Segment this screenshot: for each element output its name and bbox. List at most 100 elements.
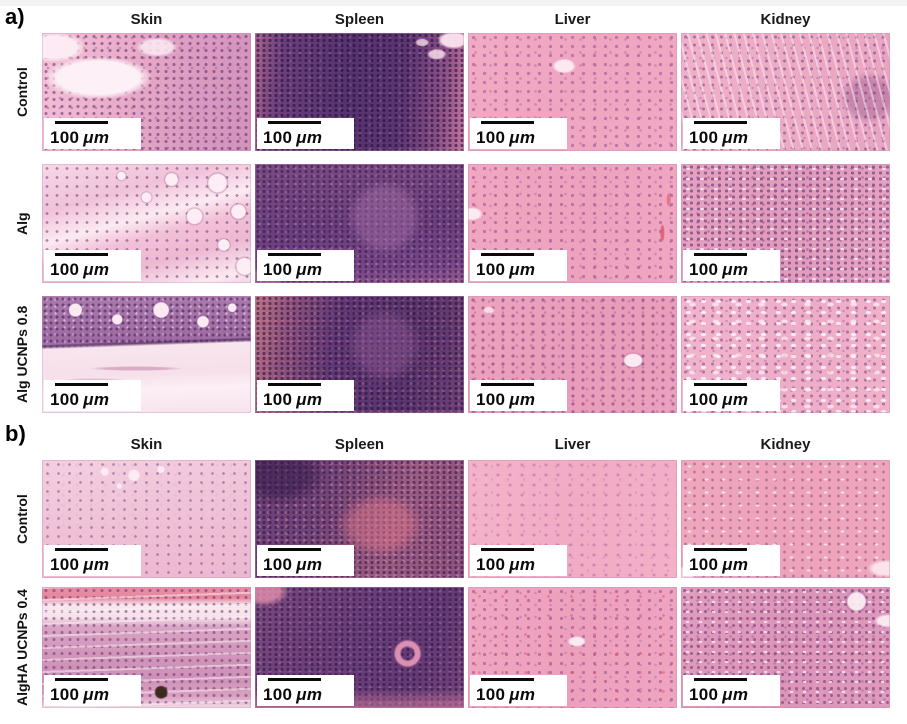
scale-bar: 100 μm [683, 118, 780, 149]
scale-unit: μm [83, 260, 110, 279]
scale-bar-line [694, 383, 747, 386]
micrograph-b-control-skin: 100 μm [42, 460, 251, 578]
scale-unit: μm [296, 128, 323, 147]
micrograph-b-control-kidney: 100 μm [681, 460, 890, 578]
scale-unit: μm [296, 390, 323, 409]
scale-value: 100 [263, 260, 293, 279]
scale-bar: 100 μm [683, 250, 780, 281]
column-header-liver-a: Liver [554, 11, 591, 28]
micrograph-a-control-spleen: 100 μm [255, 33, 464, 151]
scale-bar-line [481, 678, 534, 681]
scale-bar-label: 100 μm [50, 390, 109, 410]
micrograph-a-control-skin: 100 μm [42, 33, 251, 151]
page-edge [0, 0, 907, 6]
scale-unit: μm [509, 685, 536, 704]
scale-bar-label: 100 μm [476, 128, 535, 148]
column-header-kidney-a: Kidney [760, 11, 811, 28]
scale-bar-line [55, 121, 108, 124]
micrograph-b-algha-ucnps-kidney: 100 μm [681, 587, 890, 708]
scale-bar: 100 μm [470, 118, 567, 149]
scale-bar: 100 μm [257, 118, 354, 149]
scale-bar-label: 100 μm [689, 685, 748, 705]
scale-bar: 100 μm [44, 675, 141, 706]
scale-bar-line [55, 253, 108, 256]
scale-bar: 100 μm [257, 380, 354, 411]
column-header-kidney-b: Kidney [760, 436, 811, 453]
scale-value: 100 [50, 685, 80, 704]
micrograph-b-algha-ucnps-liver: 100 μm [468, 587, 677, 708]
scale-value: 100 [263, 128, 293, 147]
scale-value: 100 [689, 128, 719, 147]
scale-bar: 100 μm [683, 545, 780, 576]
panel-a-label: a) [5, 4, 25, 29]
scale-value: 100 [263, 685, 293, 704]
scale-bar: 100 μm [257, 250, 354, 281]
scale-unit: μm [509, 555, 536, 574]
scale-bar-label: 100 μm [689, 555, 748, 575]
scale-bar-label: 100 μm [689, 260, 748, 280]
micrograph-a-alg-ucnps-liver: 100 μm [468, 296, 677, 413]
scale-bar-line [268, 121, 321, 124]
scale-bar: 100 μm [683, 675, 780, 706]
micrograph-a-alg-ucnps-kidney: 100 μm [681, 296, 890, 413]
scale-bar-label: 100 μm [263, 685, 322, 705]
scale-unit: μm [83, 128, 110, 147]
scale-value: 100 [263, 555, 293, 574]
column-header-liver-b: Liver [554, 436, 591, 453]
scale-unit: μm [722, 260, 749, 279]
micrograph-a-alg-ucnps-spleen: 100 μm [255, 296, 464, 413]
scale-unit: μm [509, 260, 536, 279]
scale-value: 100 [50, 260, 80, 279]
scale-bar-line [268, 383, 321, 386]
scale-value: 100 [476, 128, 506, 147]
scale-bar: 100 μm [257, 545, 354, 576]
scale-bar-label: 100 μm [50, 260, 109, 280]
scale-bar-line [481, 253, 534, 256]
scale-bar: 100 μm [257, 675, 354, 706]
micrograph-a-control-kidney: 100 μm [681, 33, 890, 151]
column-header-spleen-a: Spleen [334, 11, 385, 28]
micrograph-b-control-spleen: 100 μm [255, 460, 464, 578]
scale-value: 100 [476, 390, 506, 409]
scale-bar-line [55, 548, 108, 551]
row-label-algha-ucnps-04: AlgHA UCNPs 0.4 [14, 589, 30, 706]
scale-bar-label: 100 μm [263, 260, 322, 280]
scale-bar: 100 μm [470, 380, 567, 411]
scale-bar-label: 100 μm [263, 390, 322, 410]
panel-b-label: b) [5, 421, 26, 446]
scale-unit: μm [509, 128, 536, 147]
scale-bar-line [55, 678, 108, 681]
scale-unit: μm [509, 390, 536, 409]
scale-value: 100 [50, 555, 80, 574]
scale-unit: μm [83, 555, 110, 574]
scale-unit: μm [722, 128, 749, 147]
scale-bar-label: 100 μm [476, 555, 535, 575]
scale-bar-line [481, 548, 534, 551]
scale-bar: 100 μm [44, 118, 141, 149]
scale-bar-line [268, 548, 321, 551]
scale-bar: 100 μm [44, 545, 141, 576]
scale-value: 100 [689, 260, 719, 279]
scale-bar-label: 100 μm [263, 555, 322, 575]
scale-bar-line [694, 678, 747, 681]
scale-unit: μm [83, 685, 110, 704]
micrograph-b-algha-ucnps-spleen: 100 μm [255, 587, 464, 708]
micrograph-a-alg-skin: 100 μm [42, 164, 251, 283]
scale-bar-label: 100 μm [476, 260, 535, 280]
column-header-skin-b: Skin [130, 436, 163, 453]
scale-bar-label: 100 μm [689, 390, 748, 410]
scale-bar-line [268, 678, 321, 681]
scale-bar-line [694, 548, 747, 551]
scale-value: 100 [263, 390, 293, 409]
scale-bar-line [481, 121, 534, 124]
row-label-alg: Alg [14, 212, 30, 235]
micrograph-a-alg-kidney: 100 μm [681, 164, 890, 283]
micrograph-a-control-liver: 100 μm [468, 33, 677, 151]
scale-bar-label: 100 μm [689, 128, 748, 148]
scale-bar-line [268, 253, 321, 256]
scale-bar: 100 μm [470, 545, 567, 576]
row-label-control-b: Control [14, 494, 30, 544]
scale-value: 100 [689, 555, 719, 574]
scale-bar: 100 μm [44, 380, 141, 411]
